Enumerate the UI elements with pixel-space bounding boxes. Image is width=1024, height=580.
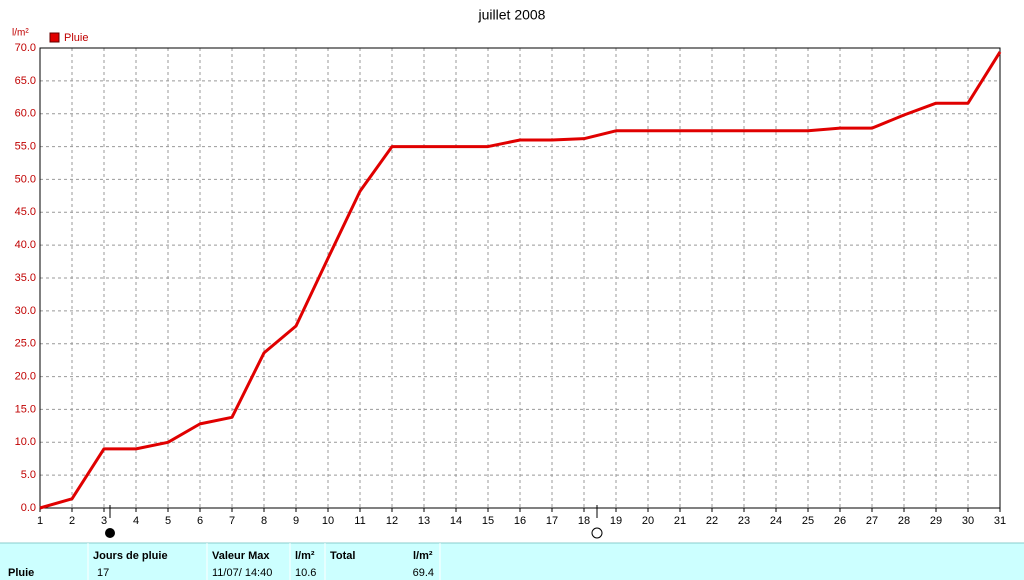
table-header: l/m² bbox=[413, 550, 433, 562]
x-tick-label: 16 bbox=[514, 515, 526, 527]
x-tick-label: 18 bbox=[578, 515, 590, 527]
x-tick-label: 29 bbox=[930, 515, 942, 527]
table-cell: 17 bbox=[97, 567, 109, 579]
x-tick-label: 2 bbox=[69, 515, 75, 527]
x-tick-label: 17 bbox=[546, 515, 558, 527]
y-tick-label: 10.0 bbox=[15, 436, 36, 448]
table-cell: 69.4 bbox=[413, 567, 434, 579]
x-tick-label: 9 bbox=[293, 515, 299, 527]
x-tick-label: 11 bbox=[354, 515, 365, 527]
y-tick-label: 60.0 bbox=[15, 108, 36, 120]
data-line bbox=[39, 51, 1002, 510]
y-tick-label: 40.0 bbox=[15, 239, 36, 251]
x-tick-label: 22 bbox=[706, 515, 718, 527]
x-tick-label: 20 bbox=[642, 515, 654, 527]
x-tick-label: 6 bbox=[197, 515, 203, 527]
table-cell: 11/07/ 14:40 bbox=[212, 567, 272, 579]
x-tick-label: 28 bbox=[898, 515, 910, 527]
full-moon-icon bbox=[591, 527, 603, 539]
y-tick-label: 35.0 bbox=[15, 272, 36, 284]
y-tick-label: 25.0 bbox=[15, 338, 36, 350]
table-cell: 10.6 bbox=[295, 567, 316, 579]
x-tick-label: 5 bbox=[165, 515, 171, 527]
table-header: Valeur Max bbox=[212, 550, 270, 562]
x-tick-label: 30 bbox=[962, 515, 974, 527]
x-tick-label: 15 bbox=[482, 515, 494, 527]
x-tick-label: 27 bbox=[866, 515, 878, 527]
x-tick-label: 4 bbox=[133, 515, 139, 527]
table-background bbox=[0, 543, 1024, 580]
x-tick-label: 1 bbox=[37, 515, 43, 527]
x-tick-label: 31 bbox=[994, 515, 1006, 527]
table-header: Total bbox=[330, 550, 355, 562]
y-tick-label: 0.0 bbox=[21, 502, 36, 514]
y-tick-label: 65.0 bbox=[15, 75, 36, 87]
legend-label: Pluie bbox=[64, 32, 88, 44]
y-tick-label: 50.0 bbox=[15, 173, 36, 185]
y-tick-label: 70.0 bbox=[15, 42, 36, 54]
x-tick-label: 26 bbox=[834, 515, 846, 527]
table-row-label: Pluie bbox=[8, 567, 34, 579]
table-separators bbox=[87, 543, 441, 580]
x-tick-label: 14 bbox=[450, 515, 462, 527]
x-tick-label: 24 bbox=[770, 515, 782, 527]
x-tick-label: 19 bbox=[610, 515, 622, 527]
y-tick-label: 45.0 bbox=[15, 206, 36, 218]
x-tick-label: 13 bbox=[418, 515, 430, 527]
x-tick-label: 23 bbox=[738, 515, 750, 527]
x-tick-label: 3 bbox=[101, 515, 107, 527]
y-axis-label: l/m² bbox=[12, 28, 29, 39]
y-tick-label: 20.0 bbox=[15, 370, 36, 382]
x-tick-label: 7 bbox=[229, 515, 235, 527]
chart-title: juillet 2008 bbox=[478, 7, 546, 23]
x-tick-label: 8 bbox=[261, 515, 267, 527]
y-tick-label: 5.0 bbox=[21, 469, 36, 481]
legend-swatch bbox=[49, 32, 60, 43]
x-tick-label: 10 bbox=[322, 515, 334, 527]
x-tick-label: 25 bbox=[802, 515, 814, 527]
y-tick-label: 55.0 bbox=[15, 140, 36, 152]
y-tick-label: 30.0 bbox=[15, 305, 36, 317]
x-tick-label: 12 bbox=[386, 515, 398, 527]
table-header: Jours de pluie bbox=[93, 550, 168, 562]
new-moon-icon bbox=[105, 528, 115, 538]
y-tick-label: 15.0 bbox=[15, 403, 36, 415]
x-tick-label: 21 bbox=[674, 515, 686, 527]
table-header: l/m² bbox=[295, 550, 315, 562]
